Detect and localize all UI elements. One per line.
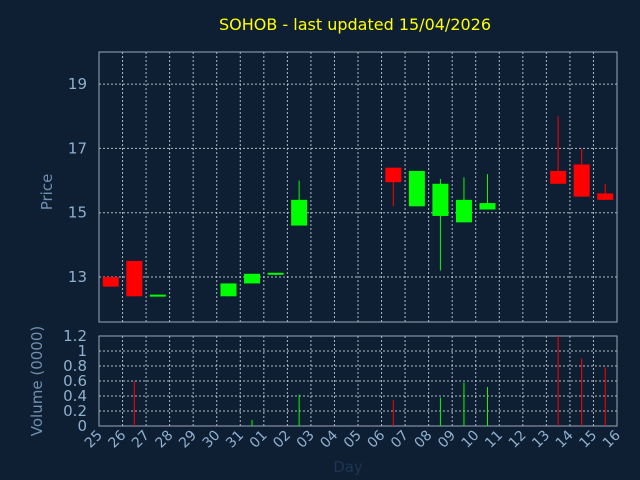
candle [432, 178, 449, 271]
price-plot-frame [98, 51, 618, 323]
price-tick-label: 17 [68, 139, 87, 157]
candle-body [149, 294, 166, 297]
price-tick-label: 13 [68, 268, 87, 286]
candle [573, 148, 590, 197]
candle-body [220, 283, 237, 297]
candle-body [432, 183, 449, 216]
candle [597, 183, 614, 200]
candle [385, 167, 402, 207]
candle [550, 116, 567, 184]
volume-tick-label: 0.4 [63, 387, 87, 405]
candle-body [385, 167, 402, 183]
volume-tick-label: 0.8 [63, 357, 87, 375]
volume-axis-ticks: 00.20.40.60.811.2 [63, 327, 87, 435]
candle [455, 177, 472, 223]
volume-tick-label: 0.6 [63, 372, 87, 390]
volume-tick-label: 0 [77, 417, 87, 435]
candle-body [597, 193, 614, 200]
price-axis-ticks: 13 15 17 19 [68, 75, 87, 286]
candle-body [550, 170, 567, 184]
candle [220, 283, 237, 297]
chart-title: SOHOB - last updated 15/04/2026 [219, 15, 491, 34]
price-axis-label: Price [38, 174, 56, 211]
day-axis-label: Day [333, 458, 363, 476]
candle [479, 174, 496, 210]
day-axis-ticks: 25 26 27 28 29 30 31 01 02 03 04 05 06 07 08 09 10 11 12 13… [82, 427, 624, 451]
candle [267, 272, 284, 276]
candle [408, 170, 425, 207]
candle-body [479, 203, 496, 210]
candle-body [455, 199, 472, 223]
candlesticks [102, 116, 614, 297]
volume-tick-label: 1 [77, 342, 87, 360]
price-grid [98, 52, 618, 322]
candle [149, 294, 166, 297]
candle-body [244, 273, 261, 284]
candle [291, 180, 308, 226]
volume-tick-label: 1.2 [63, 327, 87, 345]
candle-body [291, 199, 308, 226]
volume-axis-label: Volume (0000) [28, 326, 46, 436]
candle-body [102, 277, 119, 287]
candle [102, 277, 119, 287]
price-tick-label: 19 [68, 75, 87, 93]
candle [126, 260, 143, 297]
volume-tick-label: 0.2 [63, 402, 87, 420]
candle [244, 273, 261, 284]
volume-plot-frame [98, 335, 618, 427]
price-tick-label: 15 [68, 204, 87, 222]
candle-body [126, 260, 143, 297]
volume-bars [133, 336, 606, 426]
candle-body [408, 170, 425, 207]
candle-body [267, 272, 284, 275]
candle-body [573, 164, 590, 197]
